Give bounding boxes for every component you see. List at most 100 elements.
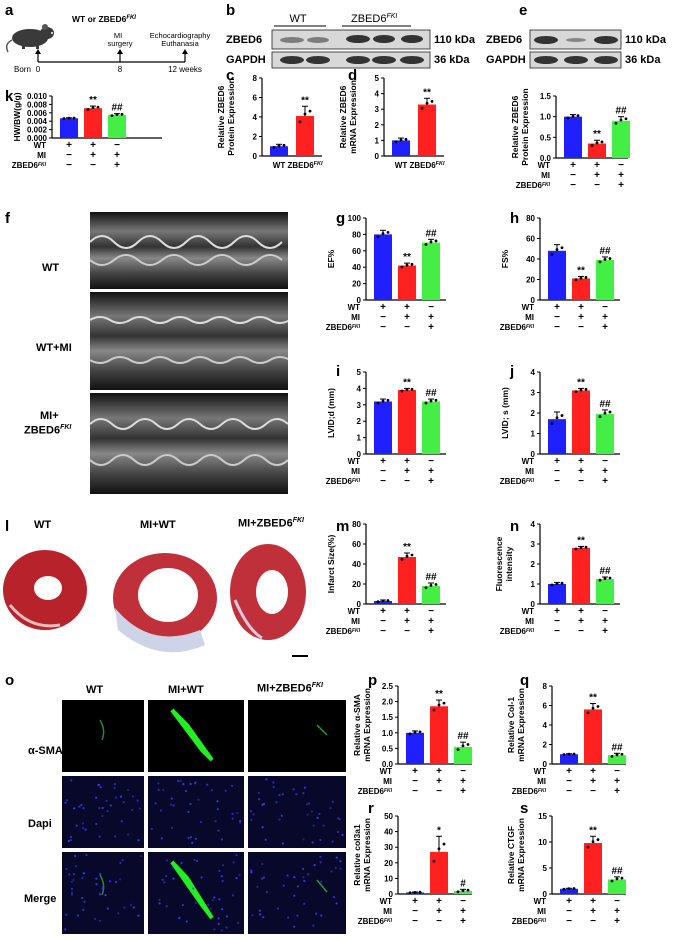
significance-p-1: ** bbox=[435, 689, 443, 700]
data-point-m bbox=[381, 599, 385, 603]
legend-sign-e: + bbox=[594, 170, 600, 181]
data-point-i bbox=[424, 401, 428, 405]
legend-sign-g: + bbox=[404, 312, 410, 323]
fluor-col-mi-zbed6: MI+ZBED6FKI bbox=[257, 682, 323, 695]
legend-row-p: MI bbox=[383, 777, 392, 786]
nucleus-dot bbox=[262, 802, 266, 806]
legend-sign-h: − bbox=[578, 322, 584, 333]
data-point-p bbox=[418, 730, 422, 734]
data-point-k bbox=[110, 114, 114, 118]
data-point-n bbox=[608, 576, 612, 580]
blot-b-wt-label: WT bbox=[289, 13, 306, 25]
legend-sign-s: − bbox=[614, 896, 620, 907]
nucleus-dot bbox=[95, 883, 98, 886]
nucleus-dot bbox=[98, 919, 102, 922]
nucleus-dot bbox=[306, 803, 309, 806]
data-point-p bbox=[432, 708, 436, 712]
data-point-g bbox=[376, 235, 380, 239]
nucleus-dot bbox=[192, 887, 195, 890]
nucleus-dot bbox=[209, 907, 213, 910]
legend-row-e: MI bbox=[541, 171, 550, 180]
panel-letter-b: b bbox=[226, 2, 236, 19]
data-point-j bbox=[555, 416, 559, 420]
y-axis-label-h: FS% bbox=[500, 249, 510, 268]
nucleus-dot bbox=[293, 925, 296, 928]
x-category-d: WT bbox=[395, 161, 408, 170]
data-point-s bbox=[620, 876, 624, 880]
legend-sign-m: + bbox=[404, 616, 410, 627]
legend-row-k: MI bbox=[37, 151, 46, 160]
data-point-r bbox=[418, 890, 422, 894]
data-point-m bbox=[376, 600, 380, 603]
data-point-e bbox=[576, 114, 580, 118]
data-point-c bbox=[272, 146, 276, 149]
nucleus-dot bbox=[184, 790, 188, 793]
nucleus-dot bbox=[172, 804, 175, 807]
legend-sign-s: − bbox=[590, 916, 596, 927]
panel-letter-r: r bbox=[368, 800, 374, 817]
data-point-k bbox=[120, 112, 124, 116]
data-point-c bbox=[308, 109, 312, 113]
panel-letter-g: g bbox=[336, 210, 346, 227]
tick-label-q: 6 bbox=[543, 702, 548, 711]
tick-label-c: 0 bbox=[253, 152, 258, 161]
fluor-col-mi-wt: MI+WT bbox=[168, 684, 204, 696]
blot-b-row2: GAPDH bbox=[226, 54, 266, 66]
data-point-i bbox=[400, 389, 404, 393]
nucleus-dot bbox=[315, 912, 318, 915]
nucleus-dot bbox=[158, 898, 161, 901]
nucleus-dot bbox=[164, 874, 168, 878]
nucleus-dot bbox=[99, 786, 102, 789]
nucleus-dot bbox=[113, 782, 117, 786]
legend-sign-m: − bbox=[380, 616, 386, 627]
tick-label-k: 0.004 bbox=[27, 117, 48, 126]
legend-sign-s: − bbox=[566, 916, 572, 927]
nucleus-dot bbox=[70, 891, 74, 894]
nucleus-dot bbox=[165, 905, 168, 908]
data-point-h bbox=[603, 258, 607, 261]
fluor-col-wt: WT bbox=[86, 684, 104, 696]
heart-section-wt bbox=[3, 550, 87, 630]
legend-sign-m: − bbox=[380, 626, 386, 637]
nucleus-dot bbox=[220, 929, 223, 932]
data-point-m bbox=[434, 583, 438, 586]
bar-c-0 bbox=[270, 146, 288, 156]
significance-e-1: ** bbox=[593, 129, 601, 140]
tick-label-i: 5 bbox=[357, 368, 362, 377]
nucleus-dot bbox=[95, 877, 98, 880]
nucleus-dot bbox=[287, 916, 290, 919]
nucleus-dot bbox=[218, 869, 221, 872]
y-axis-label-q: Relative Col-1 bbox=[506, 697, 516, 753]
legend-sign-n: − bbox=[554, 616, 560, 627]
nucleus-dot bbox=[95, 796, 98, 799]
data-point-j bbox=[608, 410, 612, 414]
tick-label-h: 40 bbox=[526, 255, 535, 264]
data-point-n bbox=[603, 577, 607, 580]
heart-section-mi-zbed6 bbox=[230, 544, 306, 640]
data-point-n bbox=[584, 545, 588, 549]
nucleus-dot bbox=[235, 854, 238, 857]
legend-sign-j: + bbox=[578, 456, 584, 467]
panel-letter-n: n bbox=[510, 518, 520, 535]
legend-sign-r: + bbox=[460, 906, 466, 917]
nucleus-dot bbox=[199, 820, 203, 824]
y-axis-label-n: intensity bbox=[504, 546, 514, 581]
legend-sign-h: + bbox=[602, 312, 608, 323]
legend-sign-n: + bbox=[578, 616, 584, 627]
panel-letter-f: f bbox=[5, 210, 10, 227]
data-point-s bbox=[610, 879, 614, 883]
bar-p-0 bbox=[406, 732, 424, 764]
tick-label-k: 0.002 bbox=[27, 126, 48, 135]
bar-q-1 bbox=[584, 709, 602, 764]
significance-s-2: ## bbox=[611, 866, 623, 877]
nucleus-dot bbox=[119, 795, 123, 798]
significance-c-1: ** bbox=[301, 95, 309, 106]
nucleus-dot bbox=[235, 876, 238, 880]
legend-sign-i: + bbox=[404, 456, 410, 467]
data-point-q bbox=[610, 754, 614, 758]
legend-sign-q: − bbox=[590, 786, 596, 797]
legend-sign-k: + bbox=[66, 140, 72, 151]
significance-j-2: ## bbox=[599, 399, 611, 410]
bar-q-2 bbox=[608, 755, 626, 764]
legend-sign-h: + bbox=[578, 312, 584, 323]
